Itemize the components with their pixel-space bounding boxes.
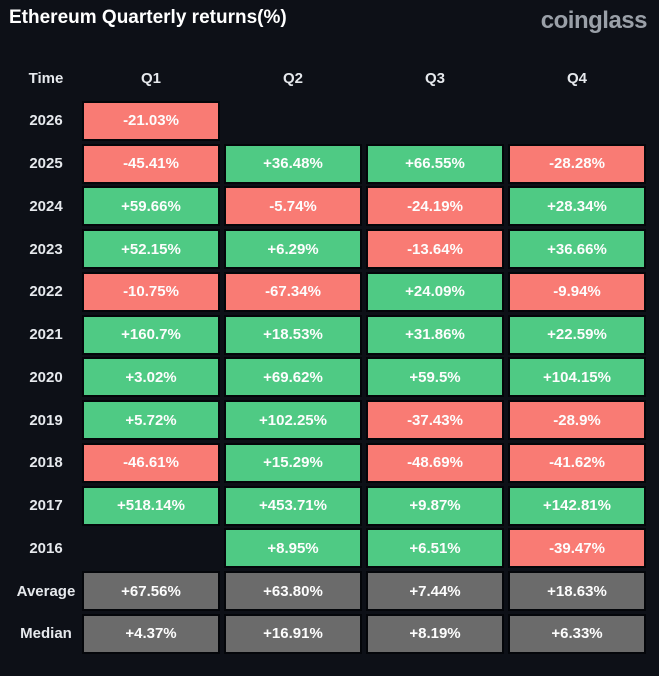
return-cell: -37.43% [366, 400, 504, 440]
row-label-2026: 2026 [29, 112, 63, 130]
return-cell: +6.33% [508, 613, 646, 654]
return-cell: -28.28% [508, 143, 646, 184]
row-label-2021: 2021 [29, 326, 63, 343]
return-cell: +15.29% [224, 442, 362, 483]
return-cell: -28.9% [508, 400, 646, 440]
return-cell: +28.34% [508, 186, 646, 227]
return-cell: +59.66% [82, 186, 220, 227]
return-cell: +453.71% [224, 485, 362, 526]
return-cell: -9.94% [508, 271, 646, 312]
return-cell: -39.47% [508, 528, 646, 569]
return-cell: -41.62% [508, 442, 646, 483]
row-label-2022: 2022 [29, 283, 63, 301]
column-header-q3: Q3 [424, 69, 445, 87]
return-cell: +52.15% [82, 229, 220, 269]
return-cell: +102.25% [224, 400, 362, 440]
return-cell: +4.37% [82, 613, 220, 654]
page-title: Ethereum Quarterly returns(%) [9, 7, 287, 28]
return-cell: +142.81% [508, 485, 646, 526]
return-cell: +18.63% [508, 571, 646, 611]
column-header-q4: Q4 [566, 69, 587, 87]
return-cell: +3.02% [82, 357, 220, 398]
return-cell: -13.64% [366, 229, 504, 269]
row-label-2017: 2017 [29, 497, 63, 514]
return-cell: +160.7% [82, 314, 220, 355]
return-cell: +31.86% [366, 314, 504, 355]
return-cell: -46.61% [82, 442, 220, 483]
return-cell: -45.41% [82, 143, 220, 184]
return-cell: +6.51% [366, 528, 504, 569]
return-cell: +8.19% [366, 613, 504, 654]
row-label-median: Median [20, 625, 72, 643]
return-cell: +36.66% [508, 229, 646, 269]
row-label-2016: 2016 [29, 539, 63, 557]
return-cell: -5.74% [224, 186, 362, 227]
return-cell: +6.29% [224, 229, 362, 269]
quarterly-returns-table: Time Q1 Q2 Q3 Q4 2026 -21.03% 2025 -45.41% +36.48… [0, 58, 646, 654]
return-cell: -21.03% [82, 100, 220, 141]
row-label-2019: 2019 [29, 411, 63, 429]
row-label-2023: 2023 [29, 240, 63, 258]
row-label-2020: 2020 [29, 368, 63, 386]
return-cell: +8.95% [224, 528, 362, 569]
return-cell: +66.55% [366, 143, 504, 184]
return-cell: +69.62% [224, 357, 362, 398]
return-cell: +24.09% [366, 271, 504, 312]
row-label-2025: 2025 [29, 155, 63, 172]
return-cell [508, 101, 646, 141]
return-cell: +16.91% [224, 613, 362, 654]
row-label-2024: 2024 [29, 197, 63, 215]
return-cell: +7.44% [366, 571, 504, 611]
return-cell: +59.5% [366, 357, 504, 398]
return-cell: +22.59% [508, 314, 646, 355]
column-header-q1: Q1 [140, 69, 161, 87]
return-cell [366, 101, 504, 141]
return-cell: +18.53% [224, 314, 362, 355]
return-cell: +9.87% [366, 485, 504, 526]
return-cell: -67.34% [224, 271, 362, 312]
return-cell: +518.14% [82, 485, 220, 526]
return-cell: +104.15% [508, 357, 646, 398]
return-cell: +36.48% [224, 143, 362, 184]
return-cell: -24.19% [366, 186, 504, 227]
return-cell [82, 528, 220, 568]
return-cell: +5.72% [82, 400, 220, 440]
column-header-q2: Q2 [282, 69, 303, 87]
coinglass-logo: coinglass [540, 7, 648, 34]
return-cell: +63.80% [224, 571, 362, 611]
row-label-2018: 2018 [29, 454, 63, 472]
return-cell: -10.75% [82, 271, 220, 312]
return-cell: -48.69% [366, 442, 504, 483]
return-cell [224, 101, 362, 141]
column-header-time: Time [28, 69, 64, 87]
header-bar: Ethereum Quarterly returns(%) coinglass [0, 0, 659, 33]
row-label-average: Average [16, 582, 76, 600]
return-cell: +67.56% [82, 571, 220, 611]
